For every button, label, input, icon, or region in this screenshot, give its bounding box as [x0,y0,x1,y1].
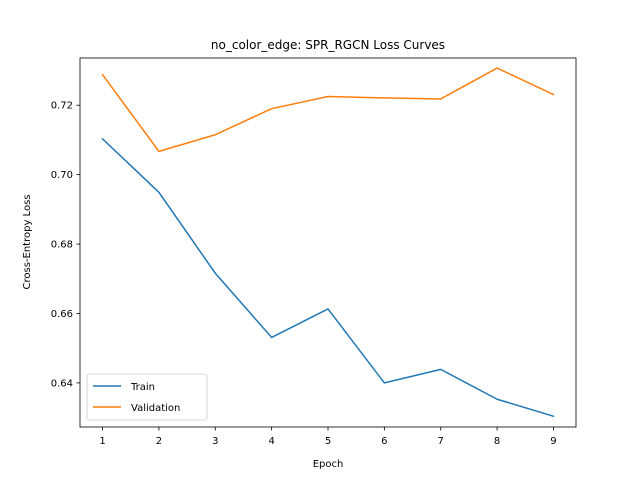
x-tick-label: 5 [325,436,331,447]
x-tick-label: 1 [99,436,105,447]
y-tick-label: 0.64 [51,378,73,389]
x-tick-label: 7 [438,436,444,447]
x-tick-label: 3 [212,436,218,447]
x-tick-label: 2 [156,436,162,447]
x-tick-label: 8 [494,436,500,447]
y-tick-label: 0.68 [51,240,73,251]
x-tick-label: 6 [381,436,387,447]
y-tick-label: 0.66 [51,309,73,320]
y-axis-label: Cross-Entropy Loss [22,195,33,290]
legend-label-validation: Validation [131,403,180,414]
series-line-validation [101,67,555,153]
x-tick-label: 4 [268,436,274,447]
x-axis-label: Epoch [313,459,344,470]
series-line-train [101,137,555,418]
plot-area: 1 2 3 4 5 6 7 8 9 0.64 0.66 0.68 0.70 0.72 Train Valida… [51,57,577,447]
chart-title: no_color_edge: SPR_RGCN Loss Curves [211,38,445,52]
x-tick-label: 9 [550,436,556,447]
y-tick-label: 0.72 [51,101,73,112]
y-tick-label: 0.70 [51,170,73,181]
legend-label-train: Train [130,382,155,393]
